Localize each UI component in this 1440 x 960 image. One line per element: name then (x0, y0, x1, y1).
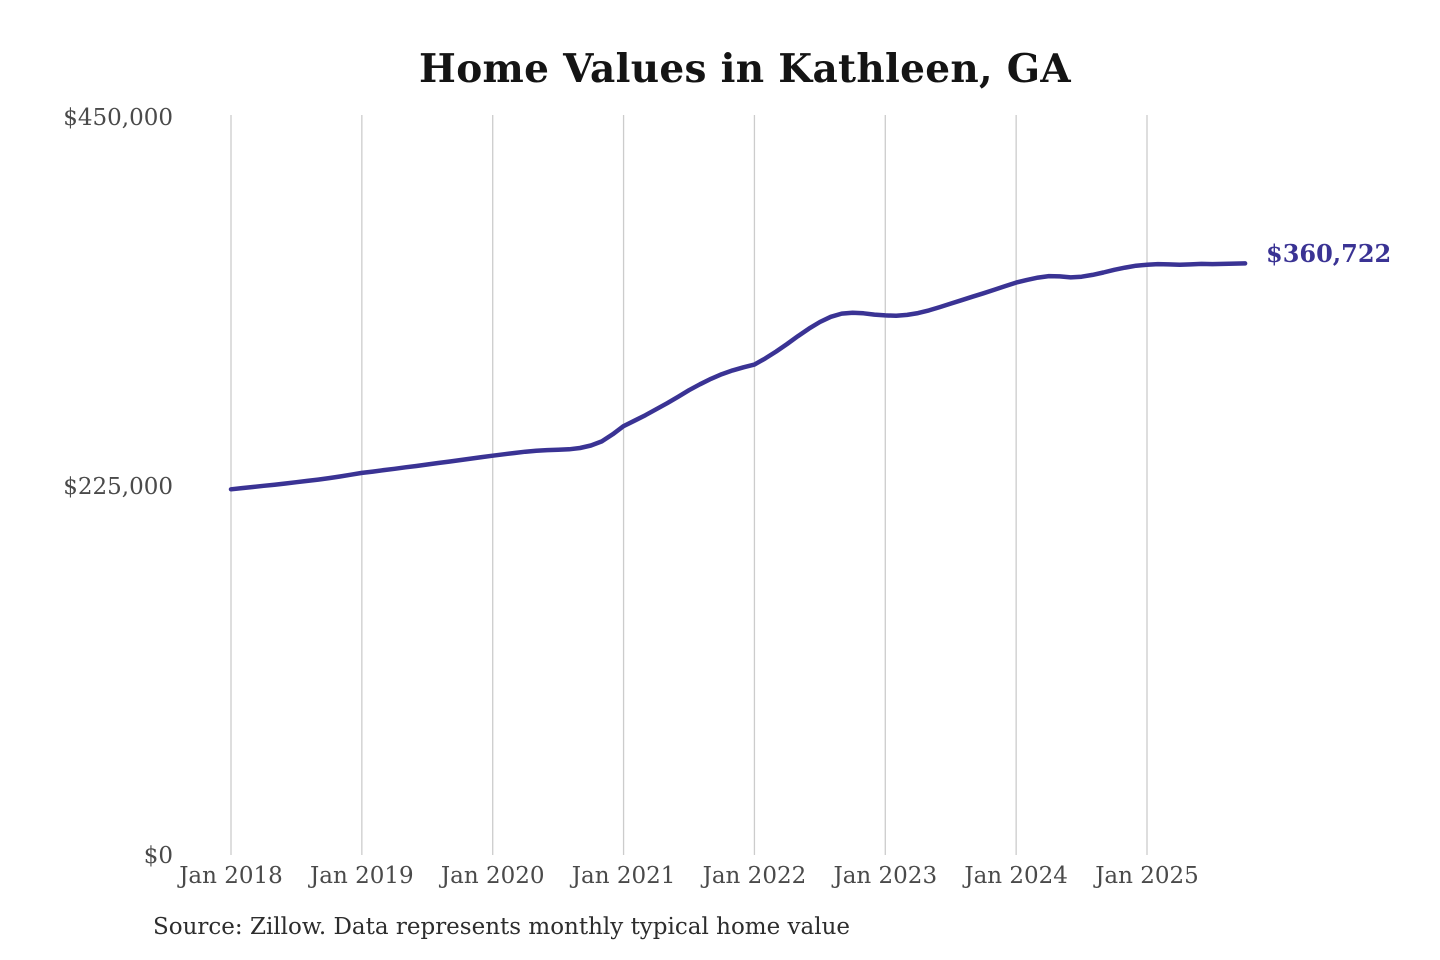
y-tick-label: $225,000 (63, 474, 173, 500)
x-tick-label: Jan 2023 (831, 863, 937, 889)
x-tick-label: Jan 2024 (962, 863, 1068, 889)
y-tick-label: $450,000 (63, 105, 173, 131)
x-tick-label: Jan 2020 (439, 863, 545, 889)
latest-value-label: $360,722 (1266, 239, 1392, 268)
y-tick-label: $0 (144, 843, 173, 869)
x-tick-label: Jan 2018 (177, 863, 283, 889)
home-value-series-line (228, 261, 1248, 492)
chart-title: Home Values in Kathleen, GA (419, 46, 1071, 92)
x-tick-label: Jan 2025 (1093, 863, 1199, 889)
x-tick-label: Jan 2019 (308, 863, 414, 889)
x-tick-label: Jan 2021 (570, 863, 676, 889)
source-note: Source: Zillow. Data represents monthly … (153, 914, 851, 940)
x-tick-label: Jan 2022 (701, 863, 807, 889)
